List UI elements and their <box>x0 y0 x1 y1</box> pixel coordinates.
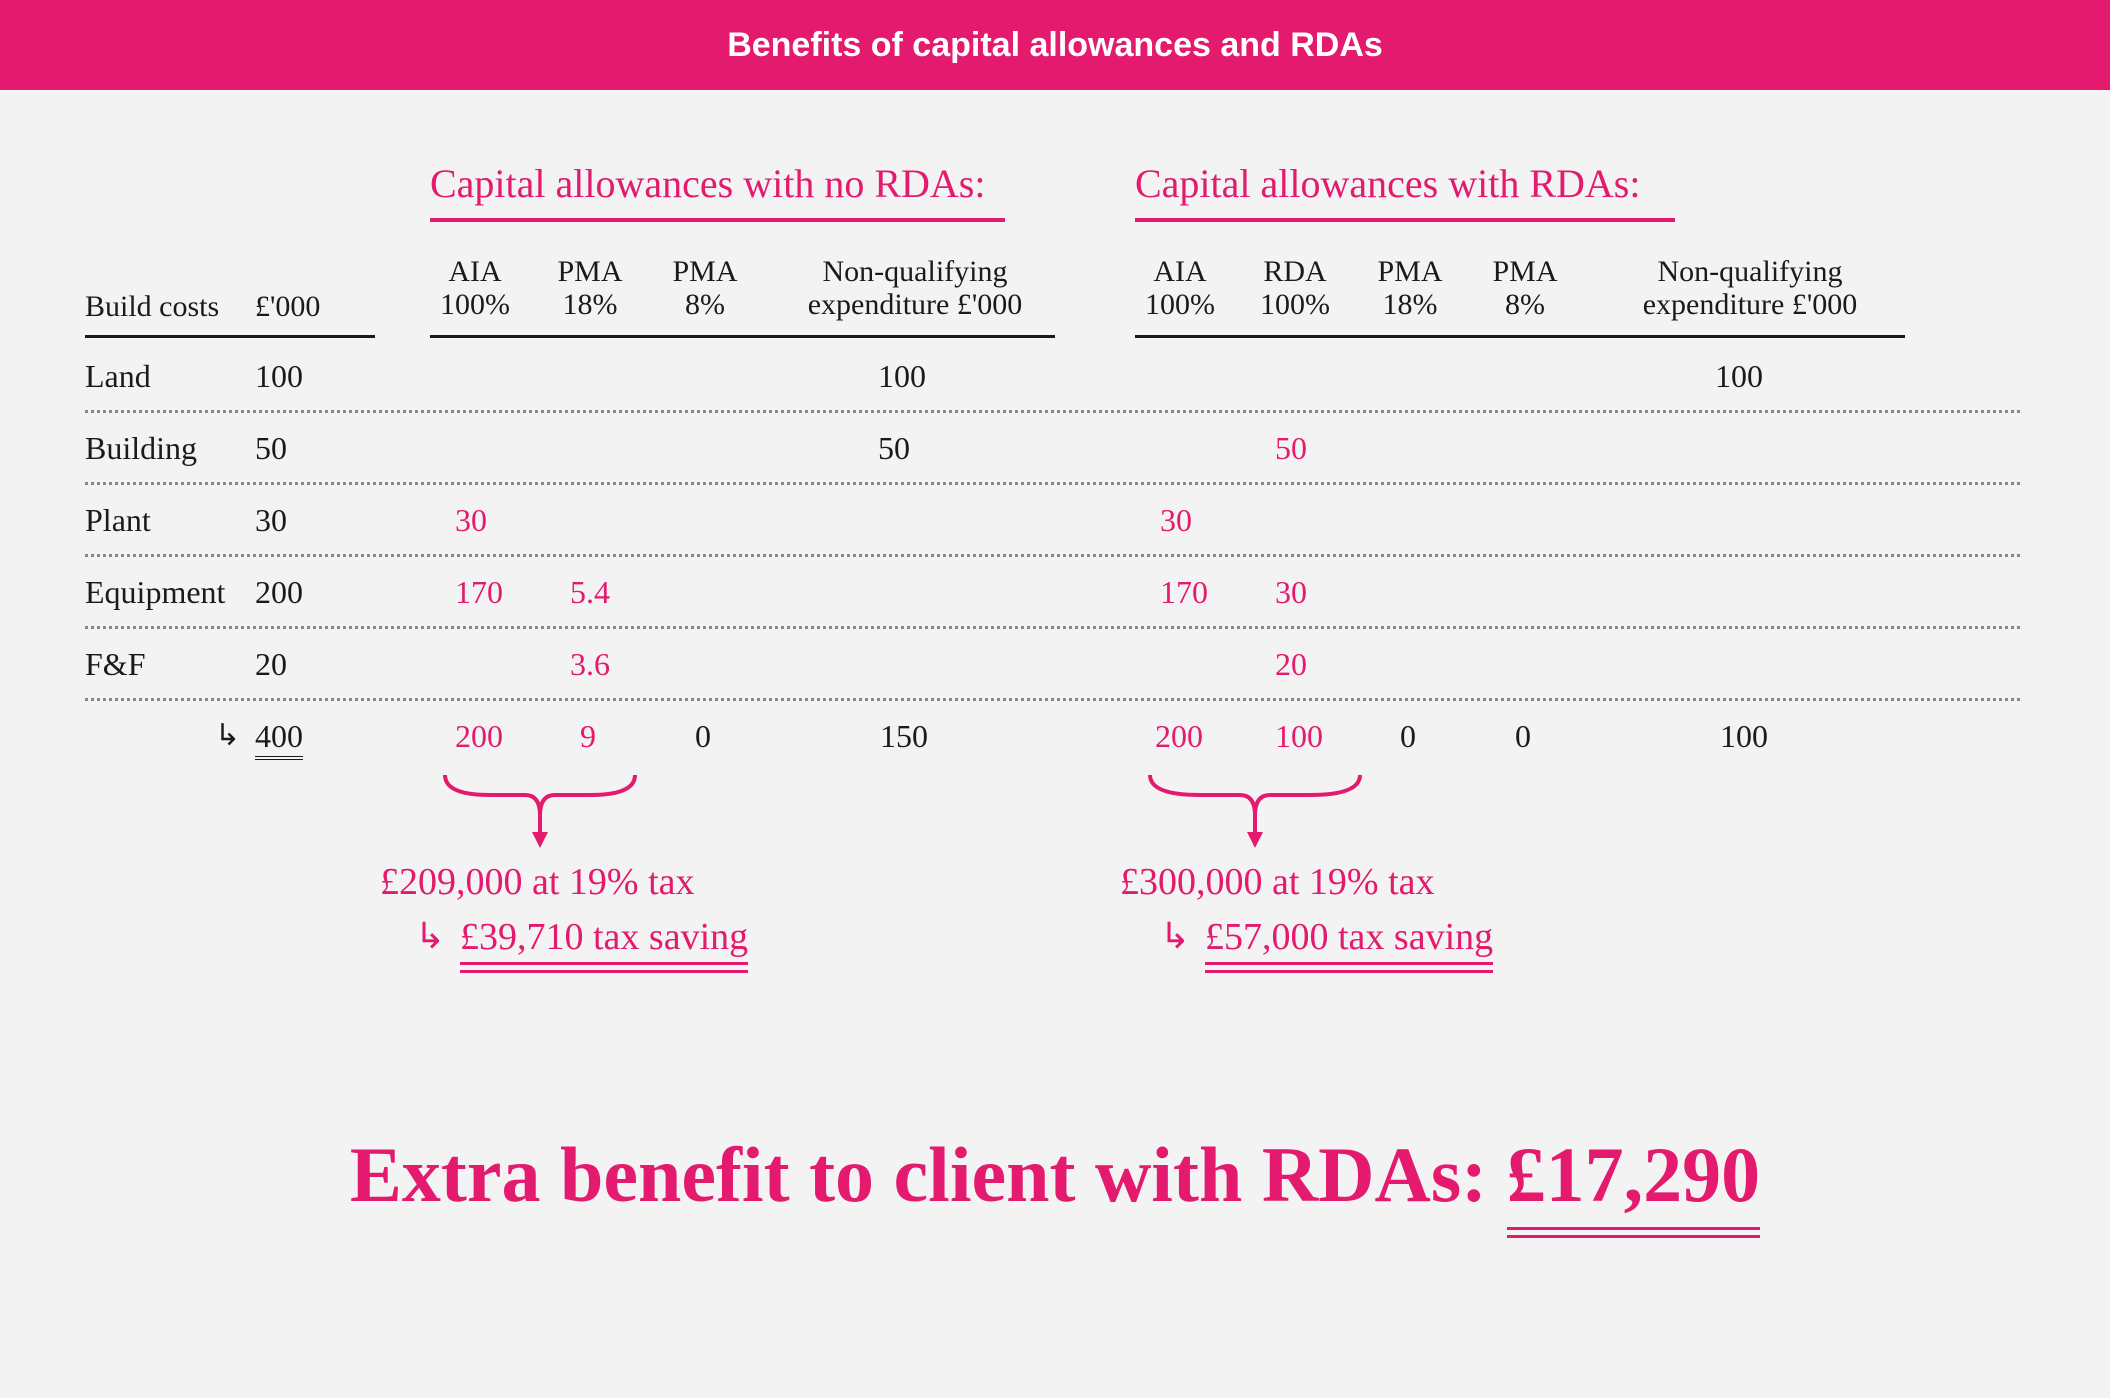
extra-benefit-amount: £17,290 <box>1507 1130 1761 1224</box>
no-rda-col-3-l2: expenditure £'000 <box>808 288 1023 321</box>
underline-no-rda <box>430 218 1005 222</box>
dots-0 <box>85 410 2020 413</box>
no-rda-saving-text: £39,710 tax saving <box>460 915 748 959</box>
with-rda-col-4-l1: Non-qualifying <box>1658 255 1843 288</box>
with-rda-col-4: Non-qualifying expenditure £'000 <box>1600 255 1900 321</box>
no-rda-col-3-l1: Non-qualifying <box>823 255 1008 288</box>
with-rda-col-4-l2: expenditure £'000 <box>1643 288 1858 321</box>
no-rda-plant-aia: 30 <box>455 502 487 539</box>
no-rda-col-2: PMA 8% <box>660 255 750 321</box>
no-rda-col-0-l2: 100% <box>440 288 510 321</box>
no-rda-equip-pma18: 5.4 <box>570 574 610 611</box>
stage: Capital allowances with no RDAs: Capital… <box>0 90 2110 1398</box>
no-rda-col-1: PMA 18% <box>545 255 635 321</box>
no-rda-total-aia: 200 <box>455 718 503 755</box>
with-rda-saving: £57,000 tax saving <box>1205 915 1493 959</box>
arrow-with-rda-saving-icon: ↳ <box>1160 915 1190 957</box>
with-rda-col-3-l2: 8% <box>1505 288 1545 321</box>
extra-benefit: Extra benefit to client with RDAs: £17,2… <box>0 1130 2110 1224</box>
with-rda-equip-rda: 30 <box>1275 574 1307 611</box>
no-rda-col-1-l2: 18% <box>563 288 618 321</box>
arrow-no-rda-saving-icon: ↳ <box>415 915 445 957</box>
section-title-no-rda: Capital allowances with no RDAs: <box>430 160 985 207</box>
with-rda-col-0-l1: AIA <box>1153 255 1206 288</box>
with-rda-total-nq: 100 <box>1720 718 1768 755</box>
with-rda-col-2-l1: PMA <box>1377 255 1442 288</box>
with-rda-land-nq: 100 <box>1715 358 1763 395</box>
dots-3 <box>85 626 2020 629</box>
extra-benefit-prefix: Extra benefit to client with RDAs: <box>350 1131 1507 1218</box>
corner-arrow-total-icon: ↳ <box>215 718 240 753</box>
with-rda-equip-aia: 170 <box>1160 574 1208 611</box>
dots-1 <box>85 482 2020 485</box>
row-4-val: 20 <box>255 646 287 683</box>
with-rda-col-3: PMA 8% <box>1480 255 1570 321</box>
with-rda-col-3-l1: PMA <box>1492 255 1557 288</box>
with-rda-col-1-l1: RDA <box>1263 255 1326 288</box>
no-rda-total-nq: 150 <box>880 718 928 755</box>
brace-with-rda-icon <box>1145 770 1365 850</box>
no-rda-tax-line: £209,000 at 19% tax <box>380 860 695 904</box>
row-2-name: Plant <box>85 502 151 539</box>
row-3-val: 200 <box>255 574 303 611</box>
with-rda-total-pma18: 0 <box>1400 718 1416 755</box>
with-rda-tax-line: £300,000 at 19% tax <box>1120 860 1435 904</box>
with-rda-col-0-l2: 100% <box>1145 288 1215 321</box>
with-rda-col-0: AIA 100% <box>1135 255 1225 321</box>
with-rda-col-2-l2: 18% <box>1383 288 1438 321</box>
section-title-with-rda: Capital allowances with RDAs: <box>1135 160 1640 207</box>
underline-with-rda <box>1135 218 1675 222</box>
dots-2 <box>85 554 2020 557</box>
banner: Benefits of capital allowances and RDAs <box>0 0 2110 90</box>
no-rda-equip-aia: 170 <box>455 574 503 611</box>
no-rda-col-3: Non-qualifying expenditure £'000 <box>775 255 1055 321</box>
with-rda-building-rda: 50 <box>1275 430 1307 467</box>
with-rda-plant-aia: 30 <box>1160 502 1192 539</box>
no-rda-col-2-l2: 8% <box>685 288 725 321</box>
with-rda-total-pma8: 0 <box>1515 718 1531 755</box>
row-2-val: 30 <box>255 502 287 539</box>
row-0-name: Land <box>85 358 151 395</box>
row-1-val: 50 <box>255 430 287 467</box>
no-rda-saving: £39,710 tax saving <box>460 915 748 959</box>
with-rda-ff-rda: 20 <box>1275 646 1307 683</box>
with-rda-col-1: RDA 100% <box>1250 255 1340 321</box>
no-rda-col-0-l1: AIA <box>448 255 501 288</box>
no-rda-ff-pma18: 3.6 <box>570 646 610 683</box>
build-total-val: 400 <box>255 718 303 760</box>
no-rda-total-pma18: 9 <box>580 718 596 755</box>
with-rda-total-aia: 200 <box>1155 718 1203 755</box>
row-1-name: Building <box>85 430 197 467</box>
build-costs-hr <box>85 335 375 338</box>
brace-no-rda-icon <box>440 770 640 850</box>
no-rda-hr <box>430 335 1055 338</box>
row-3-name: Equipment <box>85 574 225 611</box>
build-costs-label: Build costs <box>85 290 219 323</box>
with-rda-total-rda: 100 <box>1275 718 1323 755</box>
row-0-val: 100 <box>255 358 303 395</box>
no-rda-col-1-l1: PMA <box>557 255 622 288</box>
with-rda-col-1-l2: 100% <box>1260 288 1330 321</box>
no-rda-land-nq: 100 <box>878 358 926 395</box>
row-4-name: F&F <box>85 646 145 683</box>
no-rda-building-nq: 50 <box>878 430 910 467</box>
dots-4 <box>85 698 2020 701</box>
with-rda-saving-text: £57,000 tax saving <box>1205 915 1493 959</box>
with-rda-col-2: PMA 18% <box>1365 255 1455 321</box>
build-total: 400 <box>255 718 303 755</box>
no-rda-col-2-l1: PMA <box>672 255 737 288</box>
with-rda-hr <box>1135 335 1905 338</box>
banner-title: Benefits of capital allowances and RDAs <box>727 26 1383 65</box>
no-rda-col-0: AIA 100% <box>430 255 520 321</box>
no-rda-total-pma8: 0 <box>695 718 711 755</box>
build-costs-unit: £'000 <box>255 290 320 323</box>
